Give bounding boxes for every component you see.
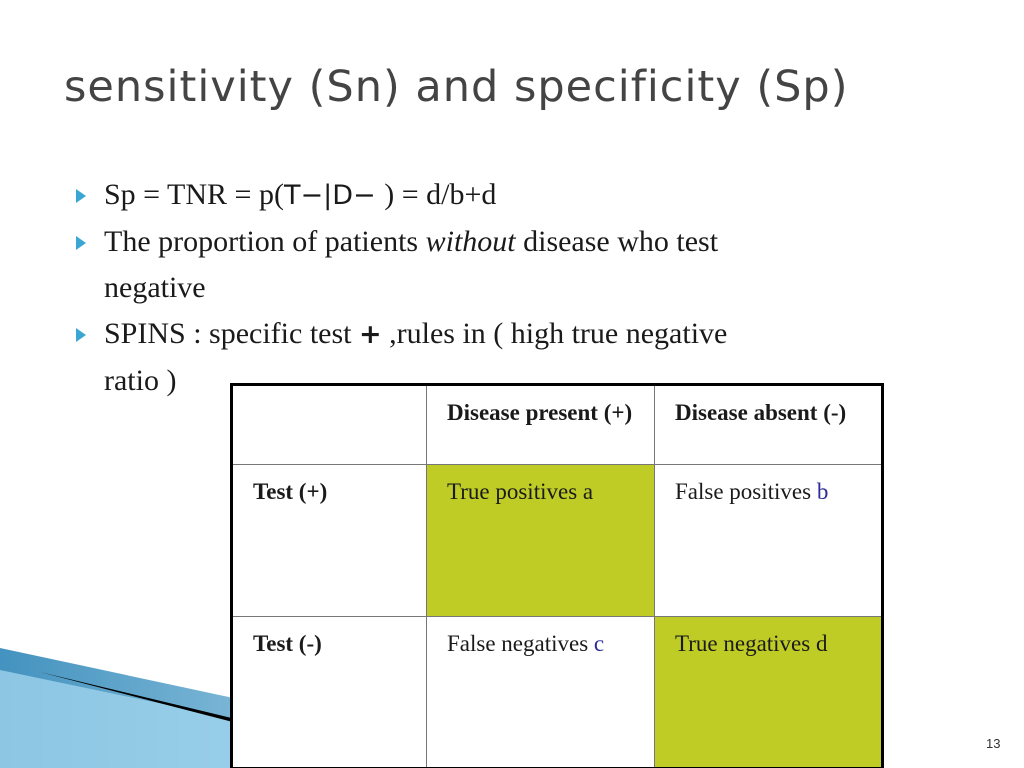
- bullet-text: SPINS : specific test: [104, 317, 359, 350]
- cell-false-positives: False positives b: [654, 464, 883, 617]
- slide-title: sensitivity (Sn) and specificity (Sp): [64, 62, 849, 112]
- table-row: Test (+) True positives a False positive…: [231, 464, 883, 617]
- cell-true-positives: True positives a: [426, 464, 655, 617]
- bullet-continuation: negative: [104, 271, 206, 304]
- bullet-text: Sp = TNR = p(: [104, 178, 284, 211]
- bullet-arrow-icon: [76, 189, 86, 203]
- header-disease-absent: Disease absent (-): [654, 384, 883, 465]
- table-row: Test (-) False negatives c True negative…: [231, 616, 883, 768]
- cell-text: False negatives: [447, 631, 594, 656]
- cell-text: False positives: [675, 479, 817, 504]
- cell-false-negatives: False negatives c: [426, 616, 655, 768]
- bullet-formula: T−|D−: [283, 180, 385, 211]
- table-corner-cell: [231, 384, 427, 465]
- bullet-list: Sp = TNR = p(T−|D− ) = d/b+d The proport…: [74, 172, 914, 404]
- cell-letter: b: [816, 479, 829, 504]
- contingency-table: Disease present (+) Disease absent (-) T…: [230, 383, 884, 768]
- bullet-arrow-icon: [76, 236, 86, 250]
- bullet-proportion: The proportion of patients without disea…: [74, 219, 914, 311]
- bullet-text: disease who test: [515, 225, 719, 258]
- header-disease-present: Disease present (+): [426, 384, 655, 465]
- bullet-sp-formula: Sp = TNR = p(T−|D− ) = d/b+d: [74, 172, 914, 219]
- bullet-continuation: ratio ): [104, 364, 177, 397]
- cell-true-negatives: True negatives d: [654, 616, 883, 768]
- bullet-arrow-icon: [76, 328, 86, 342]
- bullet-text: ,rules in ( high true negative: [381, 317, 728, 350]
- page-number: 13: [986, 736, 1001, 751]
- bullet-plus: +: [359, 319, 382, 350]
- bullet-emphasis: without: [425, 225, 516, 258]
- table-header-row: Disease present (+) Disease absent (-): [231, 384, 883, 465]
- row-label-test-positive: Test (+): [231, 464, 427, 617]
- cell-text: True positives a: [447, 479, 594, 504]
- bullet-text: ) = d/b+d: [384, 178, 497, 211]
- cell-letter: c: [593, 631, 605, 656]
- row-label-test-negative: Test (-): [231, 616, 427, 768]
- bullet-spins: SPINS : specific test + ,rules in ( high…: [74, 311, 914, 404]
- bullet-text: The proportion of patients: [104, 225, 426, 258]
- cell-text: True negatives d: [675, 631, 828, 656]
